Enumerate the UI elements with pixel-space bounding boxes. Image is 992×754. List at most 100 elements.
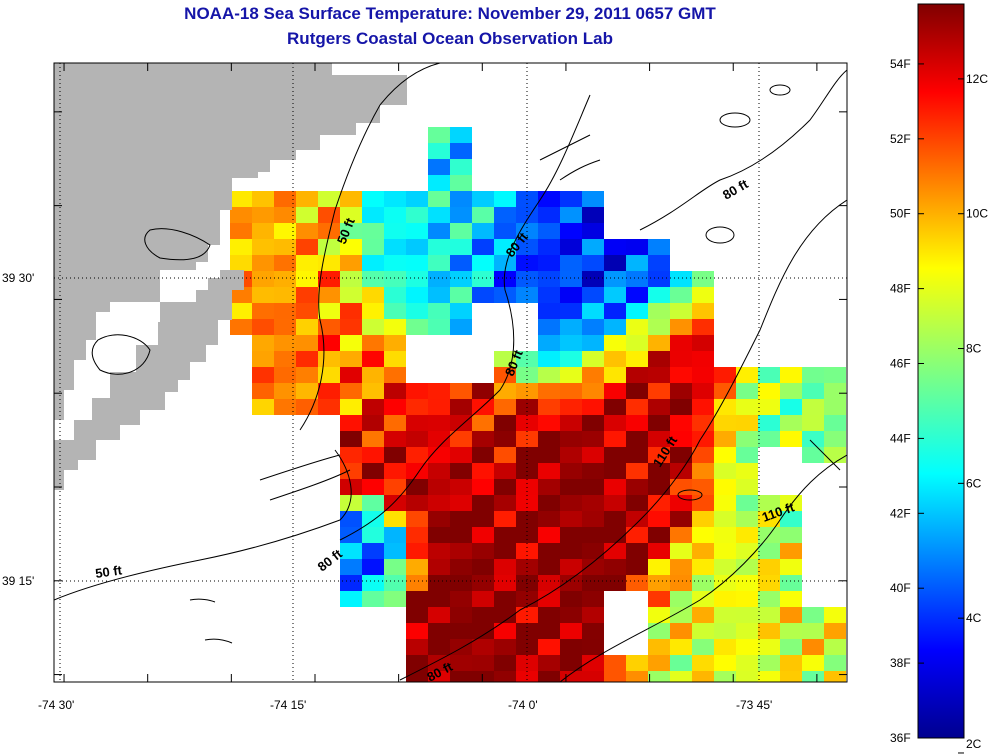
sst-cell (802, 431, 824, 447)
sst-cell (780, 543, 802, 559)
sst-cell (670, 351, 692, 367)
sst-cell (472, 447, 494, 463)
sst-cell (560, 239, 582, 255)
sst-cell (538, 431, 560, 447)
sst-cell (736, 607, 758, 623)
sst-cell (318, 303, 340, 319)
colorbar-label-f: 40F (890, 581, 911, 595)
sst-cell (560, 607, 582, 623)
land-patch (140, 302, 196, 372)
sst-cell (494, 367, 516, 383)
sst-cell (296, 223, 318, 239)
sst-cell (428, 607, 450, 623)
sst-cell (230, 223, 252, 239)
sst-cell (450, 431, 472, 447)
sst-cell (428, 527, 450, 543)
sst-cell (472, 559, 494, 575)
sst-cell (450, 607, 472, 623)
sst-cell (538, 255, 560, 271)
sst-cell (406, 271, 428, 287)
sst-cell (318, 271, 340, 287)
sst-cell (560, 463, 582, 479)
sst-cell (670, 511, 692, 527)
sst-cell (428, 463, 450, 479)
sst-cell (758, 399, 780, 415)
sst-cell (824, 623, 846, 639)
sst-cell (362, 255, 384, 271)
sst-cell (450, 303, 472, 319)
sst-cell (626, 559, 648, 575)
sst-cell (582, 575, 604, 591)
sst-cell (340, 367, 362, 383)
sst-cell (340, 495, 362, 511)
sst-cell (274, 303, 296, 319)
colorbar-label-c: 10C (966, 207, 988, 221)
sst-cell (450, 495, 472, 511)
sst-cell (824, 655, 846, 671)
sst-cell (736, 559, 758, 575)
sst-cell (604, 463, 626, 479)
sst-cell (494, 591, 516, 607)
sst-cell (560, 543, 582, 559)
sst-cell (758, 655, 780, 671)
sst-cell (824, 399, 846, 415)
sst-cell (692, 367, 714, 383)
sst-cell (384, 367, 406, 383)
grid-lines (54, 63, 847, 682)
sst-cell (428, 207, 450, 223)
sst-cell (450, 207, 472, 223)
sst-cell (428, 159, 450, 175)
sst-cell (494, 287, 516, 303)
sst-cell (626, 527, 648, 543)
sst-cell (450, 287, 472, 303)
sst-cell (450, 271, 472, 287)
sst-cell (648, 239, 670, 255)
sst-cell (758, 511, 780, 527)
sst-cell (692, 671, 714, 682)
sst-cell (560, 319, 582, 335)
sst-cell (626, 431, 648, 447)
sst-cell (494, 351, 516, 367)
sst-cell (648, 623, 670, 639)
sst-cell (626, 303, 648, 319)
sst-cell (538, 463, 560, 479)
sst-cell (802, 383, 824, 399)
sst-cell (714, 527, 736, 543)
sst-cell (648, 575, 670, 591)
sst-cell (494, 463, 516, 479)
sst-cell (736, 655, 758, 671)
sst-cell (758, 543, 780, 559)
colorbar-label-c: 8C (966, 342, 982, 356)
sst-cell (604, 431, 626, 447)
sst-cell (560, 223, 582, 239)
sst-cell (714, 639, 736, 655)
sst-cell (758, 383, 780, 399)
sst-cell (296, 287, 318, 303)
sst-cell (340, 591, 362, 607)
sst-cell (406, 383, 428, 399)
sst-cell (340, 207, 362, 223)
sst-cell (450, 463, 472, 479)
sst-cell (670, 527, 692, 543)
sst-cell (626, 239, 648, 255)
sst-cell (604, 367, 626, 383)
sst-cell (758, 415, 780, 431)
sst-cell (450, 479, 472, 495)
sst-cell (406, 543, 428, 559)
sst-cell (736, 527, 758, 543)
sst-cell (450, 239, 472, 255)
sst-cell (692, 463, 714, 479)
sst-cell (252, 239, 274, 255)
sst-cell (758, 495, 780, 511)
sst-cell (582, 559, 604, 575)
sst-cell (780, 607, 802, 623)
sst-cell (494, 607, 516, 623)
sst-cell (648, 319, 670, 335)
sst-cell (736, 591, 758, 607)
sst-cell (252, 351, 274, 367)
sst-cell (296, 303, 318, 319)
colorbar-label-f: 38F (890, 656, 911, 670)
sst-cell (362, 223, 384, 239)
sst-cell (736, 479, 758, 495)
sst-cell (494, 191, 516, 207)
